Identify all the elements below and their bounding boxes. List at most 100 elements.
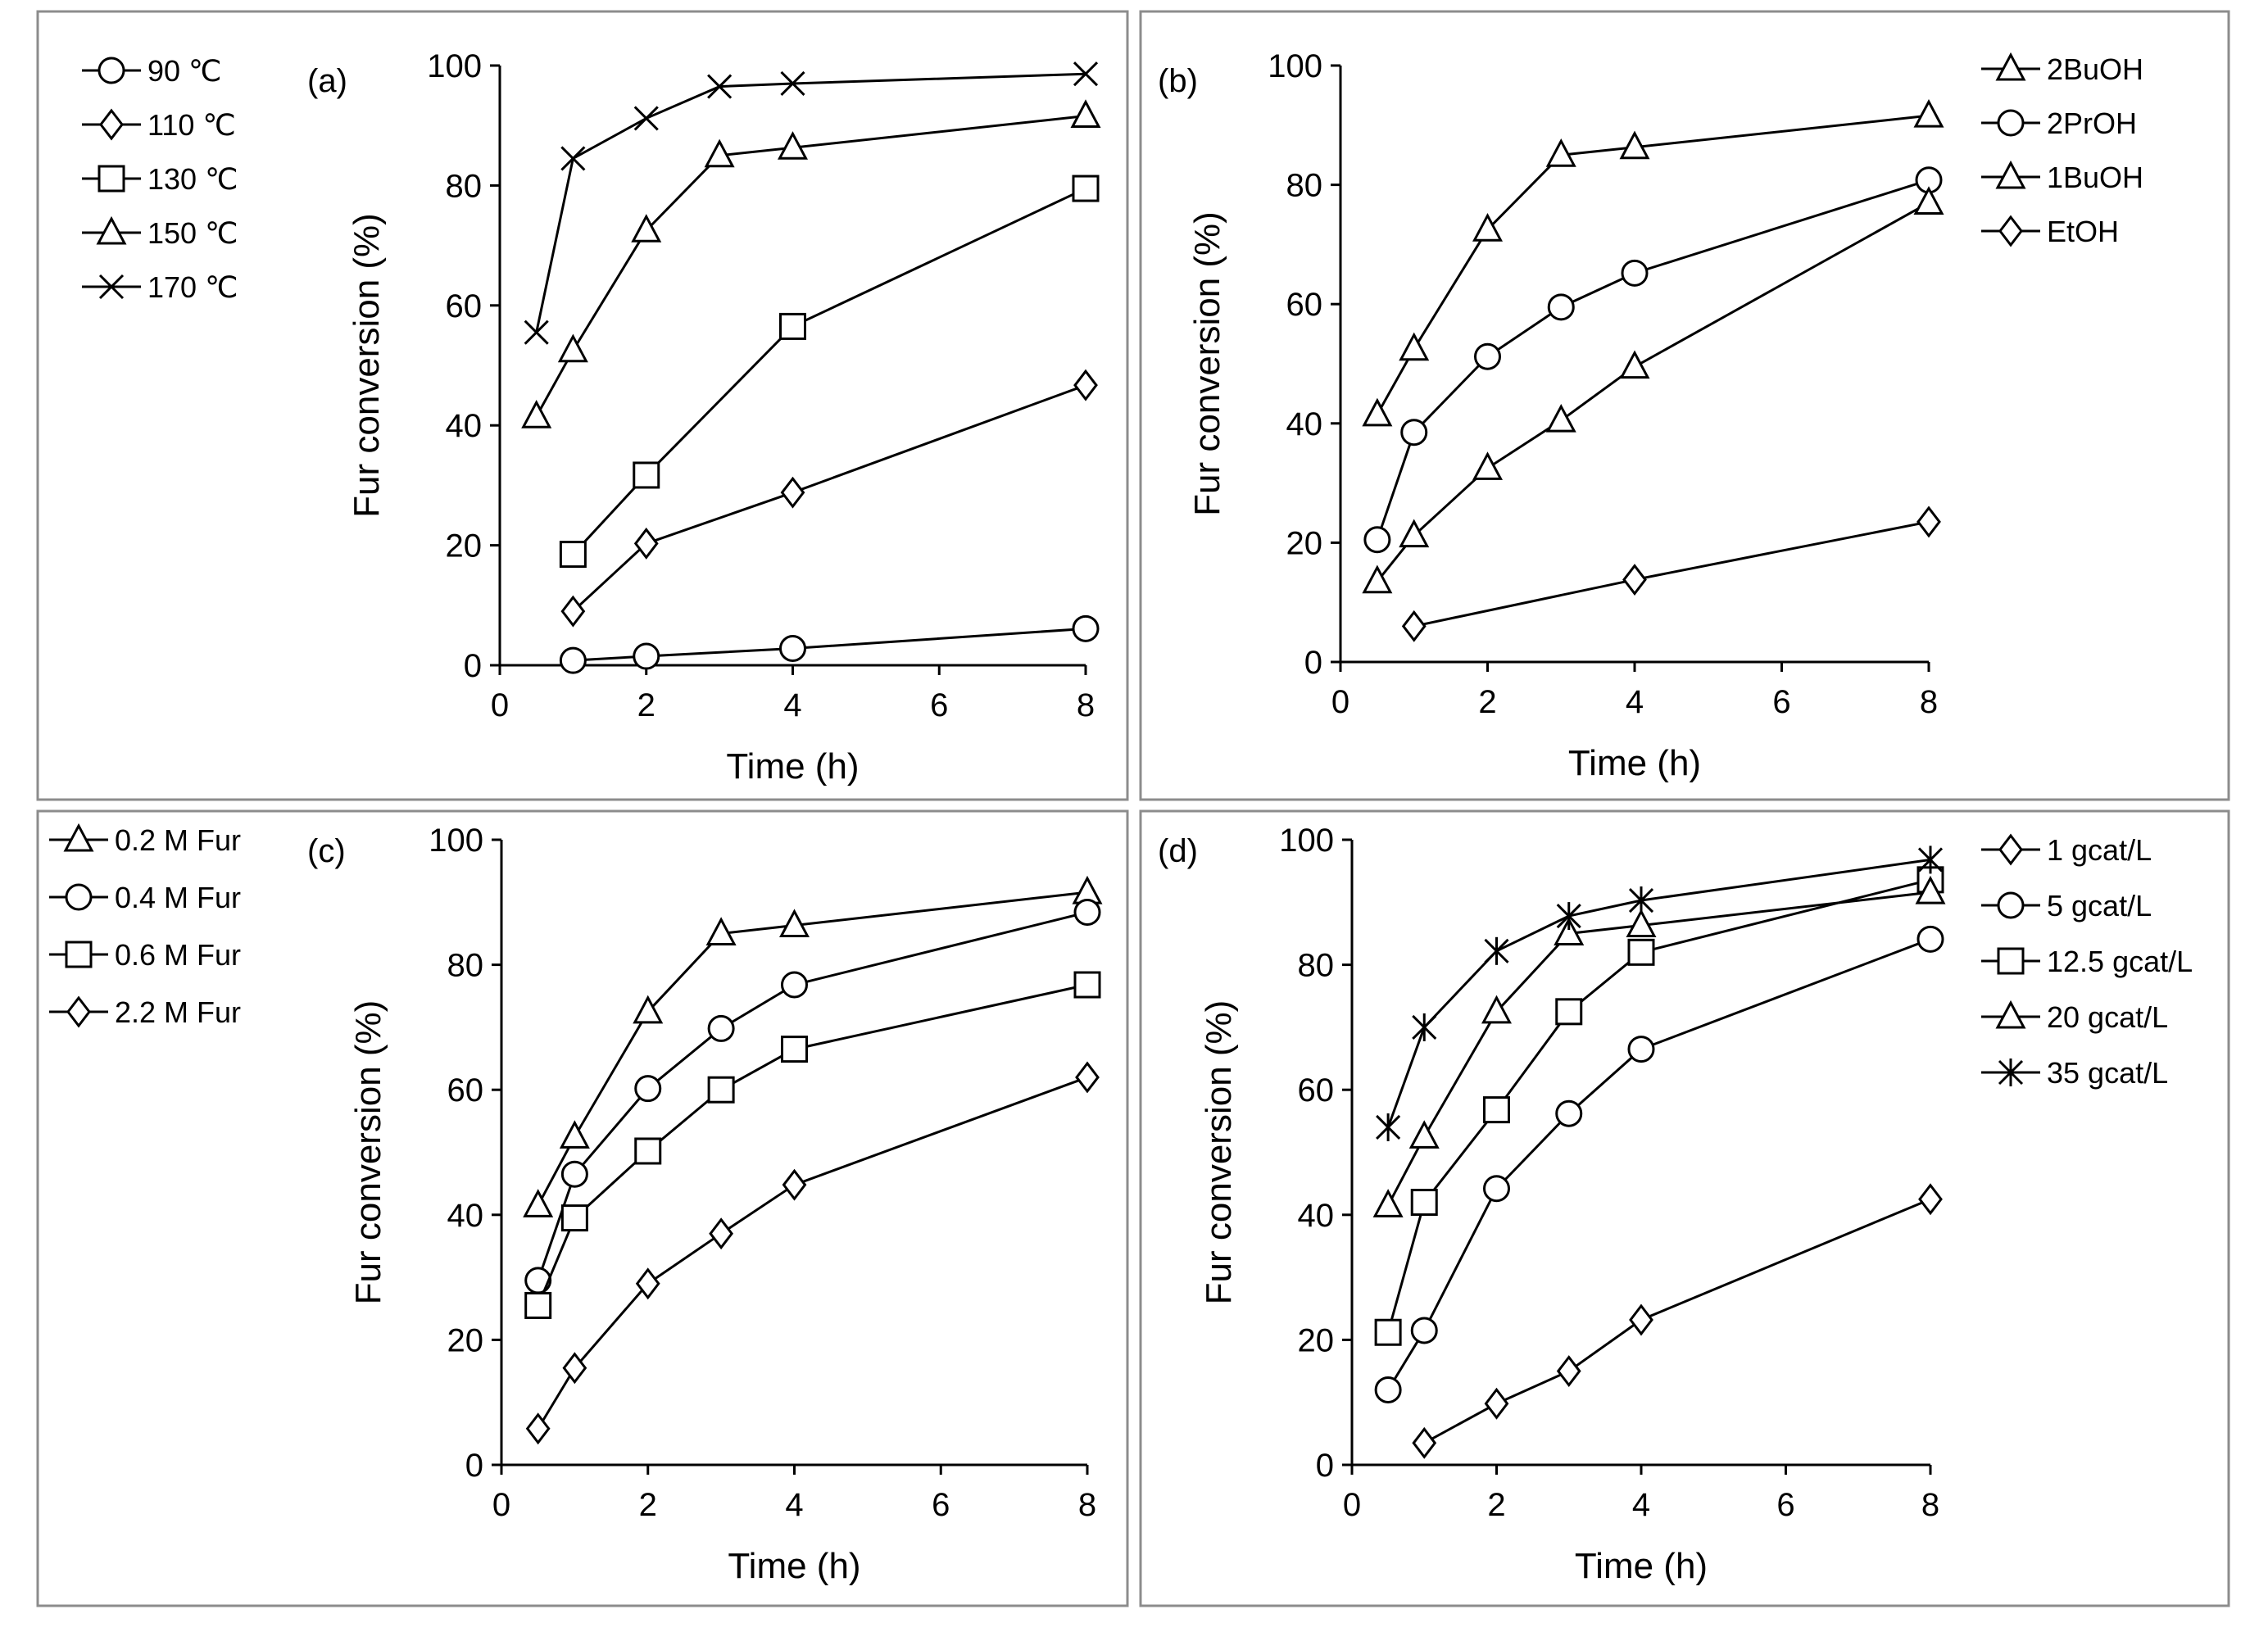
panel-b-data-point bbox=[1547, 293, 1575, 321]
panel-d-legend-label: 12.5 gcat/L bbox=[2047, 945, 2193, 978]
panel-b-legend-marker bbox=[1995, 52, 2026, 81]
panel-a-y-tick-label: 100 bbox=[427, 48, 482, 84]
panel-d-legend-item: 12.5 gcat/L bbox=[1981, 945, 2193, 978]
panel-a-data-point bbox=[524, 320, 549, 345]
panel-b-legend-marker bbox=[1995, 160, 2026, 189]
panel-c-legend-marker bbox=[66, 995, 91, 1028]
panel-d-x-tick-label: 0 bbox=[1343, 1487, 1361, 1523]
panel-d-legend-item: 20 gcat/L bbox=[1981, 1000, 2168, 1034]
panel-b-series-line bbox=[1376, 202, 1930, 583]
panel-c-y-tick-label: 80 bbox=[447, 948, 484, 984]
panel-b-label: (b) bbox=[1158, 63, 1198, 99]
panel-a-data-point-stroke-2 bbox=[524, 320, 549, 345]
panel-b-series-2 bbox=[1362, 186, 1944, 594]
panel-a-legend-label: 90 ℃ bbox=[147, 54, 221, 88]
panel-c-data-point bbox=[559, 1120, 590, 1149]
panel-c-data-point bbox=[525, 1412, 551, 1445]
panel-b-x-tick-label: 2 bbox=[1478, 684, 1496, 720]
panel-d-series-line bbox=[1386, 878, 1931, 1333]
panel-b-y-tick-label: 80 bbox=[1286, 168, 1323, 204]
panel-d-y-tick-label: 60 bbox=[1298, 1072, 1335, 1108]
panel-a-y-tick-label: 0 bbox=[464, 648, 482, 684]
panel-b-legend-marker bbox=[1997, 109, 2025, 137]
panel-a-legend-marker bbox=[98, 57, 125, 84]
panel-a-legend-item: 170 ℃ bbox=[82, 270, 238, 304]
panel-a-series-4 bbox=[524, 61, 1099, 345]
panel-d-x-axis-title: Time (h) bbox=[1575, 1546, 1708, 1586]
panel-c-series-line bbox=[537, 891, 1088, 1207]
panel-d-legend-marker bbox=[1997, 947, 2025, 975]
panel-a-label: (a) bbox=[307, 63, 347, 99]
panel-c-frame bbox=[36, 809, 1129, 1607]
panel-d-series-2 bbox=[1374, 866, 1944, 1346]
panel-a-data-point bbox=[779, 635, 806, 663]
panel-a-legend-marker bbox=[99, 108, 124, 141]
panel-a-data-point bbox=[779, 312, 806, 340]
panel-a-data-point bbox=[633, 527, 659, 560]
panel-c-legend: 0.2 M Fur 0.4 M Fur 0.6 M Fur 2.2 M Fur bbox=[49, 823, 241, 1029]
panel-a-legend-item: 110 ℃ bbox=[82, 108, 236, 142]
panel-a-x-axis-title: Time (h) bbox=[726, 746, 859, 787]
panel-b-x-tick-label: 0 bbox=[1331, 684, 1349, 720]
panel-a-series-line bbox=[535, 72, 1086, 333]
panel-d-data-point bbox=[1626, 909, 1657, 938]
panel-c-data-point bbox=[635, 1267, 660, 1300]
panel-a-series-line bbox=[572, 383, 1086, 613]
panel-a-data-point-stroke-2 bbox=[707, 74, 733, 99]
panel-c-legend-marker bbox=[65, 941, 93, 968]
panel-c-legend-item: 0.2 M Fur bbox=[49, 823, 241, 857]
panel-b-legend-marker bbox=[1998, 215, 2023, 247]
panel-c-data-point bbox=[560, 1160, 588, 1188]
panel-b-legend-label: EtOH bbox=[2047, 215, 2119, 248]
panel-c-series-line bbox=[537, 911, 1088, 1281]
panel-c-series-3 bbox=[525, 1061, 1100, 1445]
panel-c-data-point bbox=[1073, 971, 1101, 999]
panel-c-data-point bbox=[709, 1217, 734, 1250]
panel-a-y-tick-label: 60 bbox=[446, 288, 483, 324]
panel-c-legend-label: 0.4 M Fur bbox=[115, 881, 241, 914]
panel-b-x-tick-label: 6 bbox=[1772, 684, 1790, 720]
panel-c-legend-item: 0.4 M Fur bbox=[49, 881, 241, 914]
panel-d-data-point bbox=[1916, 925, 1944, 953]
panel-b-legend-label: 1BuOH bbox=[2047, 161, 2143, 194]
panel-b-y-tick-label: 20 bbox=[1286, 525, 1323, 561]
panel-a-series-0 bbox=[559, 614, 1100, 674]
panel-b-data-point bbox=[1621, 259, 1649, 287]
panel-a-data-point bbox=[557, 333, 588, 363]
panel-d-series-line bbox=[1386, 858, 1931, 1128]
panel-d-y-tick-label: 40 bbox=[1298, 1198, 1335, 1234]
panel-c-data-point bbox=[782, 1168, 807, 1201]
panel-d-data-point bbox=[1627, 938, 1655, 966]
panel-b: 0 20 40 60 80 100 0 2 4 6 8 Time (h) Fur conversion … bbox=[1139, 10, 2230, 801]
panel-c-data-point bbox=[524, 1291, 552, 1319]
panel-b-series-1 bbox=[1363, 166, 1943, 554]
panel-d-data-point bbox=[1556, 1355, 1581, 1388]
panel-a-series-1 bbox=[560, 369, 1098, 628]
panel-b-legend-item: 2PrOH bbox=[1981, 107, 2137, 140]
panel-d-legend-label: 5 gcat/L bbox=[2047, 889, 2152, 923]
panel-c-legend-label: 2.2 M Fur bbox=[115, 995, 241, 1029]
panel-c-data-point bbox=[633, 995, 664, 1024]
panel-d-y-tick-label: 20 bbox=[1298, 1322, 1335, 1358]
panel-b-data-point bbox=[1399, 519, 1430, 548]
panel-c-legend-label: 0.2 M Fur bbox=[115, 823, 241, 857]
panel-c-y-tick-label: 20 bbox=[447, 1322, 484, 1358]
panel-d-x-tick-label: 8 bbox=[1921, 1487, 1939, 1523]
panel-a-data-point-stroke-2 bbox=[633, 106, 659, 131]
panel-d-data-point bbox=[1374, 1376, 1402, 1403]
panel-a-data-point bbox=[521, 400, 552, 428]
panel-b-data-point bbox=[1362, 397, 1393, 427]
panel-c-label: (c) bbox=[307, 833, 346, 869]
panel-b-frame bbox=[1139, 10, 2230, 801]
panel-d-legend-label: 35 gcat/L bbox=[2047, 1056, 2168, 1090]
panel-a-data-point bbox=[778, 131, 808, 160]
panel-d-y-tick-label: 0 bbox=[1316, 1448, 1334, 1484]
panel-d-series-line bbox=[1386, 891, 1931, 1207]
panel-b-series-line bbox=[1413, 520, 1930, 628]
panel-a-data-point bbox=[560, 146, 586, 171]
panel-d-legend-marker bbox=[1998, 1059, 2024, 1086]
panel-d-data-point bbox=[1376, 1113, 1401, 1141]
panel-a-data-point bbox=[633, 642, 660, 670]
panel-c-x-tick-label: 2 bbox=[639, 1487, 657, 1523]
